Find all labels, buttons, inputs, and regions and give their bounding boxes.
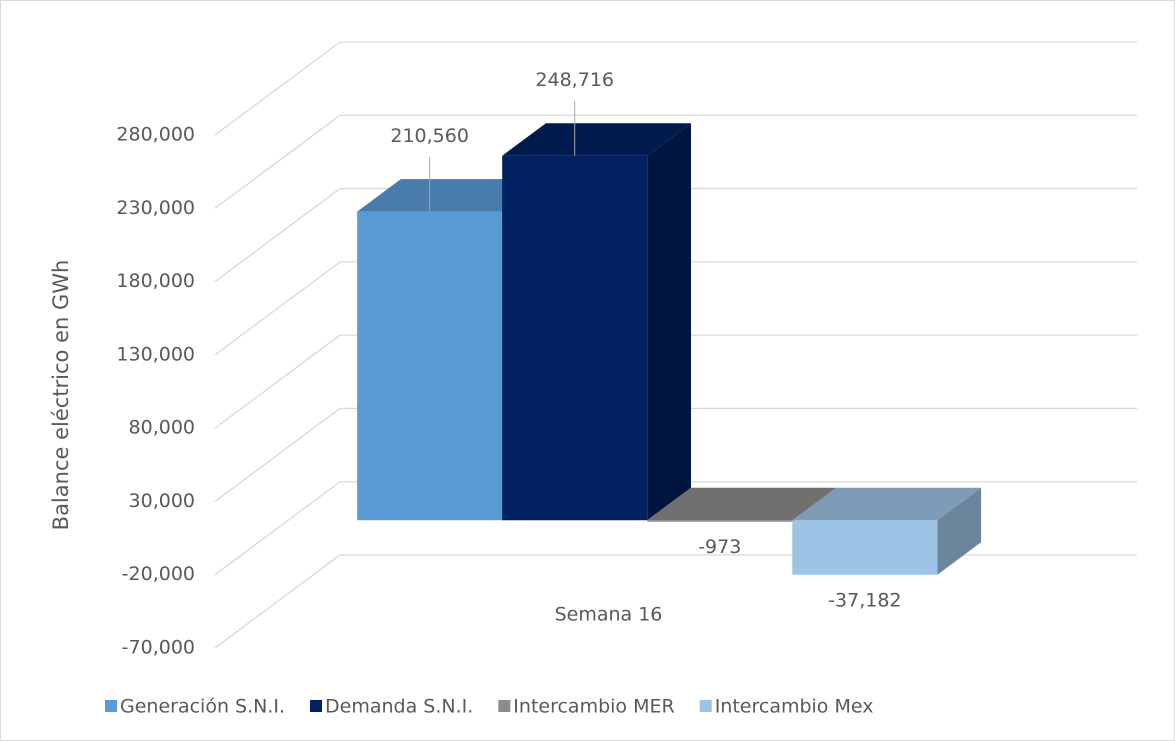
legend-label: Demanda S.N.I. — [325, 696, 473, 718]
data-label: 248,716 — [535, 69, 614, 91]
data-label: -973 — [698, 536, 741, 558]
y-tick-label: 80,000 — [129, 417, 195, 439]
legend-label: Intercambio Mex — [715, 696, 874, 718]
legend-swatch — [498, 700, 510, 712]
bar-side — [647, 123, 691, 520]
legend-swatch — [105, 700, 117, 712]
y-tick-label: -70,000 — [122, 637, 195, 659]
chart: Balance eléctrico en GWh -70,000 -20,000 3… — [0, 0, 1175, 741]
data-label: -37,182 — [828, 589, 901, 611]
y-tick-label: 280,000 — [116, 124, 195, 146]
bar-front — [502, 156, 647, 521]
x-tick-label: Semana 16 — [555, 604, 663, 626]
bar — [792, 488, 981, 575]
y-axis-title: Balance eléctrico en GWh — [49, 260, 73, 531]
legend-label: Intercambio MER — [513, 696, 674, 718]
bar — [502, 123, 691, 520]
y-tick-label: 230,000 — [116, 197, 195, 219]
bar-front — [792, 520, 937, 574]
y-tick-label: 130,000 — [116, 343, 195, 365]
legend-swatch — [310, 700, 322, 712]
data-label: 210,560 — [390, 125, 469, 147]
legend-swatch — [700, 700, 712, 712]
y-tick-label: 30,000 — [129, 490, 195, 512]
legend-label: Generación S.N.I. — [120, 696, 285, 718]
y-tick-label: -20,000 — [122, 563, 195, 585]
bar-front — [357, 212, 502, 521]
y-tick-label: 180,000 — [116, 270, 195, 292]
bar-front — [647, 520, 792, 521]
